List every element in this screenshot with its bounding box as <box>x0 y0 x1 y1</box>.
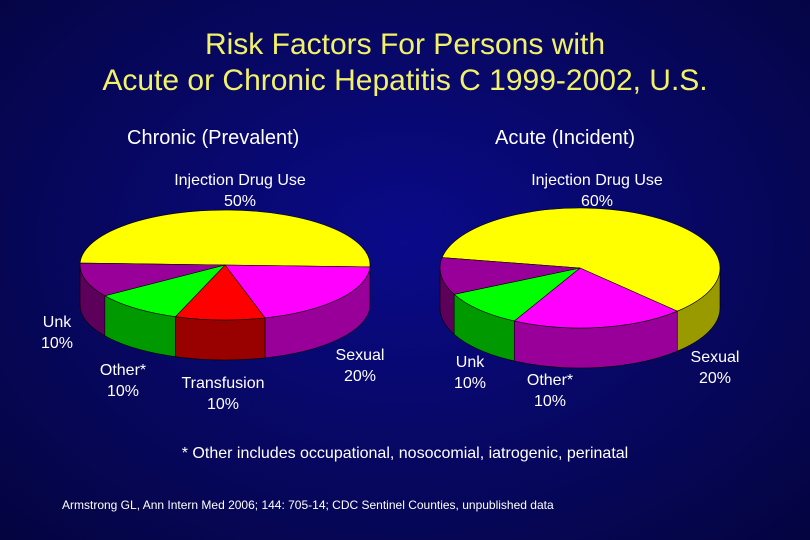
slice-name: Injection Drug Use <box>174 172 306 189</box>
citation: Armstrong GL, Ann Intern Med 2006; 144: … <box>62 498 554 512</box>
pie-slice-injection-drug-use <box>441 207 721 312</box>
chronic-label-unk: Unk 10% <box>32 312 82 354</box>
slide-title-line-1: Risk Factors For Persons with <box>204 28 606 61</box>
slice-name: Sexual <box>335 347 385 364</box>
slice-value: 10% <box>206 396 240 413</box>
pie-slice-sexual <box>224 264 371 319</box>
slice-name: Other* <box>526 372 574 389</box>
chronic-label-injection-drug-use: Injection Drug Use 50% <box>150 170 330 212</box>
slice-name: Unk <box>455 354 485 371</box>
acute-pie-chart <box>439 207 721 369</box>
pie-slice-unk <box>439 257 581 295</box>
chronic-chart-title: Chronic (Prevalent) <box>127 127 300 149</box>
slide-title-line-2: Acute or Chronic Hepatitis C 1999-2002, … <box>102 64 708 97</box>
pie-side-transfusion <box>175 316 266 361</box>
pie-slice-unk <box>79 262 226 297</box>
acute-label-injection-drug-use: Injection Drug Use 60% <box>527 170 667 212</box>
slice-value: 20% <box>343 368 377 385</box>
slice-value: 60% <box>580 193 614 210</box>
pie-slice-other <box>103 264 226 318</box>
acute-label-unk: Unk 10% <box>440 352 500 394</box>
chronic-label-other: Other* 10% <box>88 360 158 402</box>
slice-name: Injection Drug Use <box>531 172 663 189</box>
pie-slice-injection-drug-use <box>79 209 371 268</box>
pie-slice-sexual <box>513 267 679 329</box>
slice-name: Other* <box>99 362 147 379</box>
chronic-label-sexual: Sexual 20% <box>325 345 395 387</box>
slice-value: 20% <box>698 370 732 387</box>
acute-label-other: Other* 10% <box>515 370 585 412</box>
slice-name: Unk <box>42 314 72 331</box>
slice-name: Transfusion <box>181 375 265 392</box>
slice-value: 50% <box>223 193 257 210</box>
acute-chart-title: Acute (Incident) <box>495 127 636 149</box>
slice-value: 10% <box>453 375 487 392</box>
chronic-pie-chart <box>79 209 371 361</box>
slice-value: 10% <box>106 383 140 400</box>
pie-slice-transfusion <box>174 264 266 321</box>
pie-slice-other <box>453 267 581 322</box>
slice-name: Sexual <box>690 349 740 366</box>
slice-value: 10% <box>40 335 74 352</box>
footnote: * Other includes occupational, nosocomia… <box>181 445 629 462</box>
chronic-label-transfusion: Transfusion 10% <box>168 373 278 415</box>
acute-label-sexual: Sexual 20% <box>680 347 750 389</box>
slice-value: 10% <box>533 393 567 410</box>
